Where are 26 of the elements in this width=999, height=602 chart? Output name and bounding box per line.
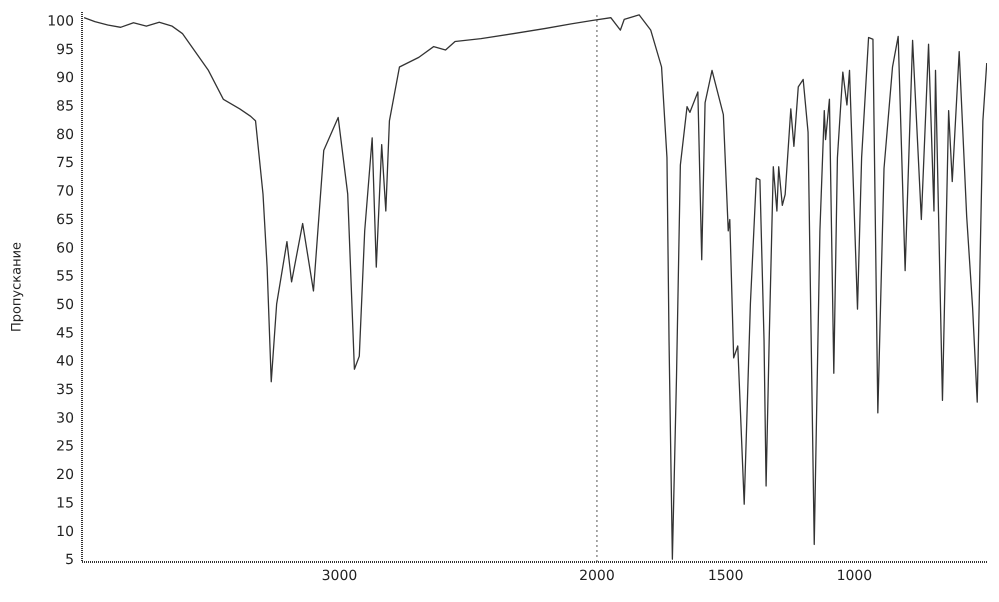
y-tick-label: 50 [56, 296, 74, 313]
y-axis-title: Пропускание [10, 242, 25, 332]
y-tick-label: 35 [56, 382, 74, 398]
y-tick-label: 15 [56, 495, 74, 512]
x-tick-label: 3000 [322, 568, 358, 584]
x-tick-label: 1000 [836, 568, 872, 584]
y-tick-label: 85 [56, 98, 74, 115]
y-tick-label: 25 [56, 438, 74, 455]
y-tick-label: 45 [56, 325, 74, 342]
y-tick-label: 90 [56, 70, 74, 86]
y-tick-label: 30 [56, 410, 74, 426]
y-tick-label: 5 [65, 552, 74, 568]
y-tick-label: 80 [56, 126, 74, 143]
y-tick-label: 60 [56, 240, 74, 256]
x-tick-label: 1500 [708, 568, 744, 584]
y-tick-label: 40 [56, 354, 74, 370]
y-tick-label: 65 [56, 212, 74, 228]
x-tick-label: 2000 [579, 568, 615, 584]
y-tick-label: 75 [56, 155, 74, 172]
y-tick-label: 70 [56, 184, 74, 200]
y-tick-label: 95 [56, 42, 74, 58]
line-series [83, 14, 987, 560]
y-tick-label: 100 [47, 13, 74, 30]
y-tick-label: 10 [56, 524, 74, 540]
y-tick-label: 55 [56, 268, 74, 285]
y-tick-label: 20 [56, 467, 74, 484]
